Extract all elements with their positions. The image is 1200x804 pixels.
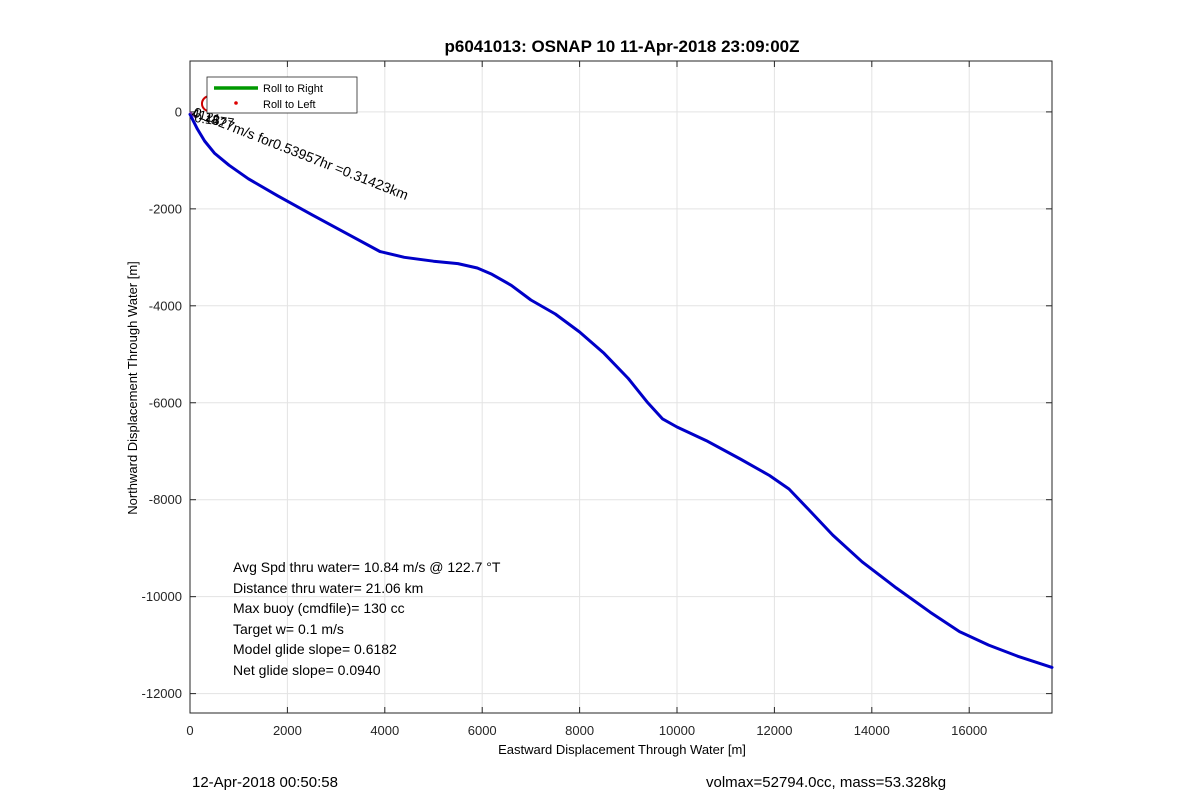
stat-line: Net glide slope= 0.0940 xyxy=(233,662,381,678)
footer-info: volmax=52794.0cc, mass=53.328kg xyxy=(706,774,947,791)
x-axis-label: Eastward Displacement Through Water [m] xyxy=(498,742,746,757)
axis-ticks: 0 2000 4000 6000 8000 10000 12000 14000 16000 0 -2… xyxy=(142,61,1052,738)
stat-line: Avg Spd thru water= 10.84 m/s @ 122.7 °T xyxy=(233,559,501,575)
x-tick-label: 2000 xyxy=(273,723,302,738)
series-layer xyxy=(188,112,1054,669)
stat-line: Model glide slope= 0.6182 xyxy=(233,641,397,657)
legend-swatch-roll-left xyxy=(234,101,238,105)
y-tick-label: -12000 xyxy=(142,686,182,701)
chart-title: p6041013: OSNAP 10 11-Apr-2018 23:09:00Z xyxy=(445,37,800,56)
series-line xyxy=(188,112,1054,669)
start-segment xyxy=(189,111,197,119)
x-tick-label: 10000 xyxy=(659,723,695,738)
y-tick-label: -2000 xyxy=(149,201,182,216)
footer-timestamp: 12-Apr-2018 00:50:58 xyxy=(192,774,338,791)
x-tick-label: 16000 xyxy=(951,723,987,738)
x-tick-label: 6000 xyxy=(468,723,497,738)
x-tick-label: 14000 xyxy=(854,723,890,738)
legend-box xyxy=(206,76,358,114)
y-tick-label: -8000 xyxy=(149,492,182,507)
x-tick-label: 8000 xyxy=(565,723,594,738)
stat-line: Target w= 0.1 m/s xyxy=(233,621,344,637)
x-tick-label: 12000 xyxy=(756,723,792,738)
stats-block: Avg Spd thru water= 10.84 m/s @ 122.7 °T… xyxy=(233,559,501,678)
x-tick-label: 0 xyxy=(186,723,193,738)
legend-label-roll-right: Roll to Right xyxy=(263,83,323,95)
stat-line: Distance thru water= 21.06 km xyxy=(233,580,423,596)
y-tick-label: -10000 xyxy=(142,589,182,604)
axes-frame xyxy=(189,60,1053,714)
stat-line: Max buoy (cmdfile)= 130 cc xyxy=(233,600,405,616)
legend: Roll to Right Roll to Left xyxy=(206,76,358,114)
x-tick-label: 4000 xyxy=(370,723,399,738)
y-tick-label: -4000 xyxy=(149,298,182,313)
y-tick-label: 0 xyxy=(175,104,182,119)
grid-lines xyxy=(189,61,1052,713)
overlap-label: 0.1677 xyxy=(194,110,235,130)
y-tick-label: -6000 xyxy=(149,395,182,410)
y-axis-label: Northward Displacement Through Water [m] xyxy=(125,261,140,515)
legend-label-roll-left: Roll to Left xyxy=(263,99,316,111)
